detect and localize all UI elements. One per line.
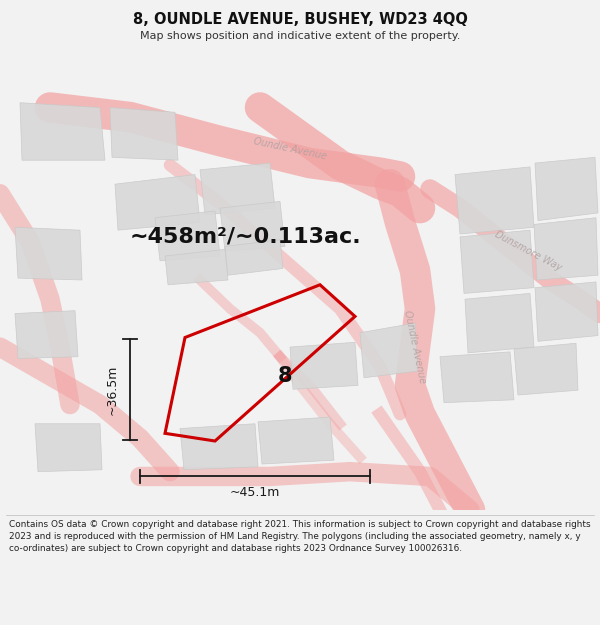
Polygon shape [455, 167, 534, 234]
Text: ~45.1m: ~45.1m [230, 486, 280, 499]
Polygon shape [460, 230, 534, 293]
Polygon shape [20, 102, 105, 160]
Polygon shape [225, 240, 283, 275]
Polygon shape [360, 323, 418, 378]
Polygon shape [440, 352, 514, 402]
Text: 8: 8 [278, 366, 292, 386]
Text: 8, OUNDLE AVENUE, BUSHEY, WD23 4QQ: 8, OUNDLE AVENUE, BUSHEY, WD23 4QQ [133, 12, 467, 28]
Polygon shape [534, 217, 598, 280]
Polygon shape [535, 282, 598, 341]
Text: Oundle Avenue: Oundle Avenue [403, 309, 428, 384]
Polygon shape [155, 211, 220, 261]
Text: ~36.5m: ~36.5m [106, 364, 119, 415]
Text: Dunsmore Way: Dunsmore Way [493, 229, 563, 273]
Polygon shape [220, 201, 285, 251]
Text: Oundle Avenue: Oundle Avenue [253, 136, 328, 161]
Text: Contains OS data © Crown copyright and database right 2021. This information is : Contains OS data © Crown copyright and d… [9, 521, 590, 553]
Polygon shape [115, 174, 200, 230]
Polygon shape [110, 107, 178, 160]
Polygon shape [535, 158, 598, 221]
Polygon shape [514, 343, 578, 395]
Polygon shape [15, 228, 82, 280]
Polygon shape [290, 342, 358, 389]
Polygon shape [465, 293, 534, 353]
Polygon shape [258, 417, 334, 464]
Polygon shape [15, 311, 78, 359]
Polygon shape [180, 424, 258, 470]
Polygon shape [200, 163, 275, 215]
Text: ~458m²/~0.113ac.: ~458m²/~0.113ac. [130, 227, 362, 247]
Text: Map shows position and indicative extent of the property.: Map shows position and indicative extent… [140, 31, 460, 41]
Polygon shape [35, 424, 102, 472]
Polygon shape [165, 249, 228, 285]
